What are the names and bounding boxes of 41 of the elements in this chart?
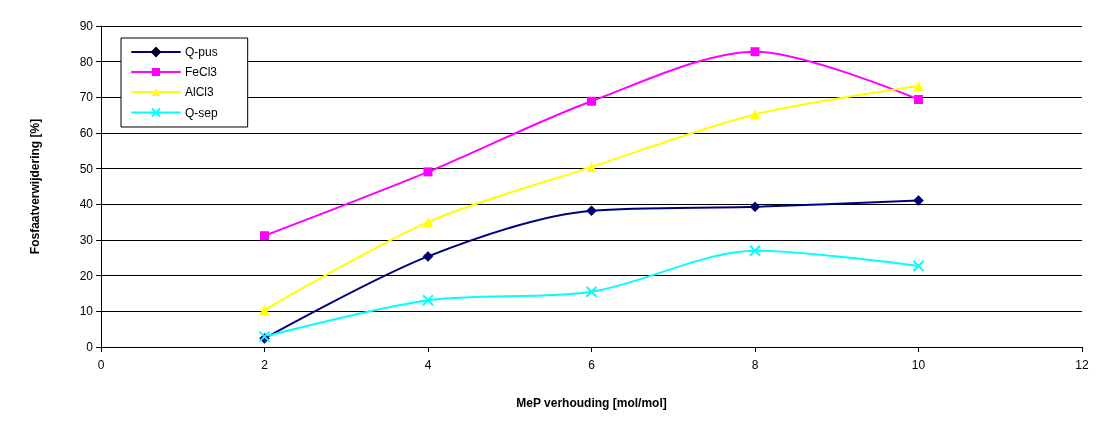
x-tick-label: 8 bbox=[751, 358, 759, 372]
point bbox=[586, 205, 597, 216]
x-tick-label: 10 bbox=[911, 358, 926, 372]
x-tick-label: 2 bbox=[261, 358, 269, 372]
point bbox=[422, 294, 434, 307]
y-tick-label: 0 bbox=[86, 340, 94, 354]
point bbox=[587, 96, 596, 106]
x-tick-label: 6 bbox=[588, 358, 596, 372]
point bbox=[423, 217, 433, 228]
x-tick-label: 4 bbox=[424, 358, 432, 372]
point bbox=[749, 201, 761, 213]
point bbox=[913, 195, 924, 206]
point bbox=[422, 251, 434, 262]
y-tick-label: 10 bbox=[79, 304, 94, 319]
y-tick-label: 50 bbox=[79, 161, 94, 176]
point bbox=[750, 109, 760, 120]
legend-label: FeCl3 bbox=[185, 65, 218, 79]
y-tick-label: 80 bbox=[79, 54, 94, 69]
y-tick-label: 30 bbox=[79, 233, 94, 247]
point bbox=[750, 47, 760, 57]
point bbox=[749, 244, 761, 257]
y-tick-label: 20 bbox=[79, 268, 94, 283]
x-tick-label: 12 bbox=[1075, 358, 1089, 372]
legend-label: AlCl3 bbox=[185, 85, 214, 99]
legend-label: Q-sep bbox=[185, 105, 218, 120]
point bbox=[914, 94, 923, 104]
x-axis-title: MeP verhouding [mol/mol] bbox=[516, 396, 667, 410]
y-tick-label: 70 bbox=[79, 90, 94, 105]
point bbox=[585, 285, 598, 298]
point bbox=[260, 231, 269, 241]
point bbox=[912, 260, 925, 273]
point bbox=[423, 167, 433, 177]
y-tick-label: 40 bbox=[79, 197, 94, 212]
y-tick-label: 90 bbox=[79, 19, 94, 33]
y-axis-title: Fosfaatverwijdering [%] bbox=[28, 118, 42, 255]
legend-label: Q-pus bbox=[185, 45, 218, 59]
x-tick-label: 0 bbox=[97, 358, 105, 372]
point bbox=[259, 304, 270, 315]
point bbox=[586, 161, 597, 172]
point bbox=[913, 80, 924, 91]
y-tick-label: 60 bbox=[79, 126, 94, 140]
